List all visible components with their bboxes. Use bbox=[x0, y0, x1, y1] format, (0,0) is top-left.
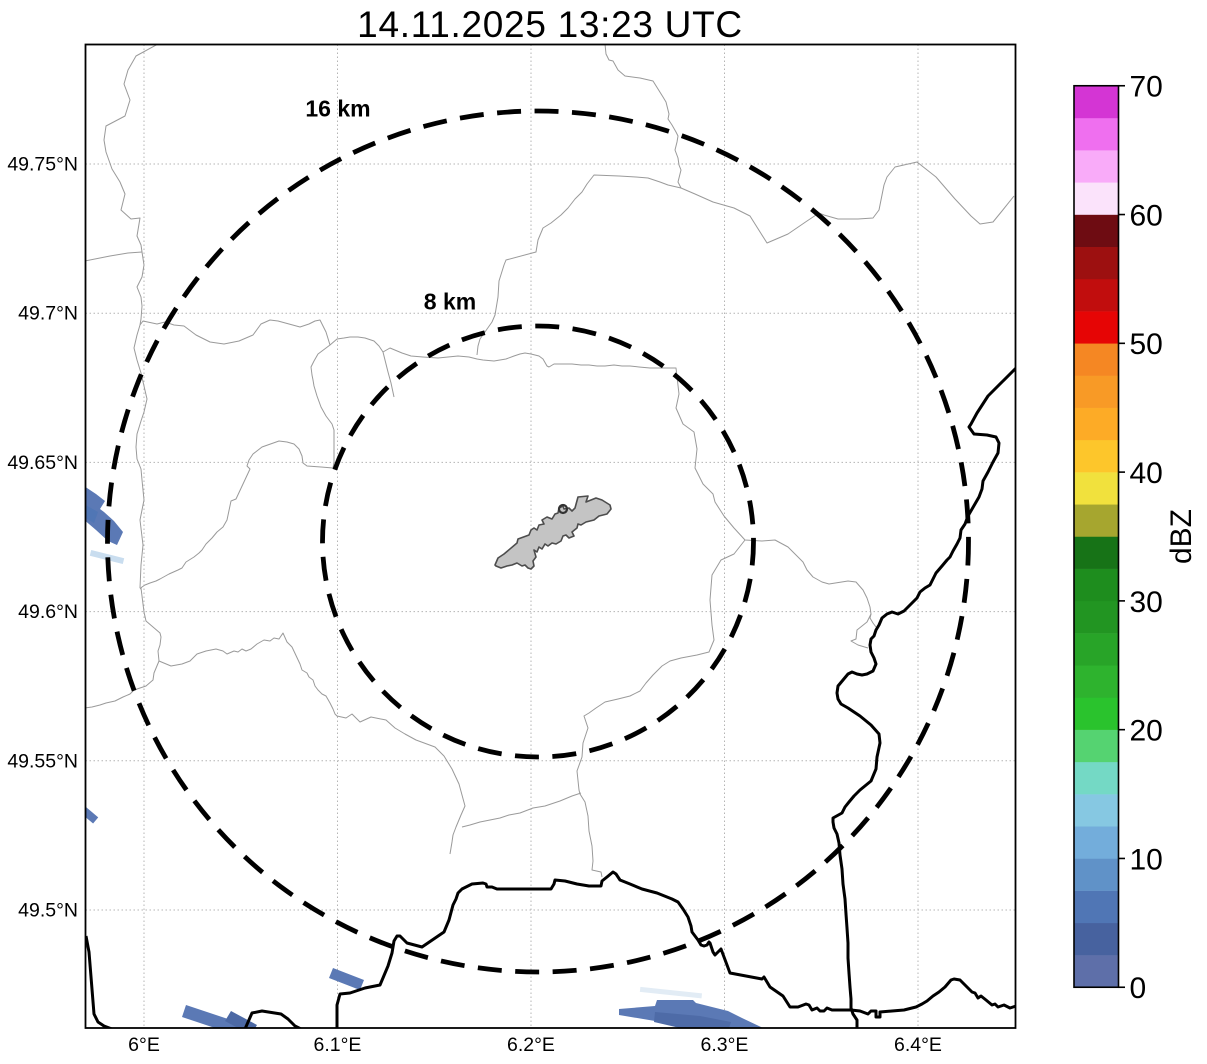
svg-text:30: 30 bbox=[1130, 586, 1163, 619]
svg-text:70: 70 bbox=[1130, 71, 1163, 104]
svg-text:50: 50 bbox=[1130, 328, 1163, 361]
svg-text:6.1°E: 6.1°E bbox=[314, 1034, 362, 1056]
svg-text:16 km: 16 km bbox=[305, 96, 370, 122]
svg-text:49.7°N: 49.7°N bbox=[18, 303, 78, 325]
svg-text:6.2°E: 6.2°E bbox=[507, 1034, 555, 1056]
svg-text:14.11.2025 13:23 UTC: 14.11.2025 13:23 UTC bbox=[357, 4, 743, 45]
svg-text:6.4°E: 6.4°E bbox=[894, 1034, 942, 1056]
svg-text:6.3°E: 6.3°E bbox=[701, 1034, 749, 1056]
svg-text:49.5°N: 49.5°N bbox=[18, 900, 78, 922]
svg-text:8 km: 8 km bbox=[424, 289, 476, 315]
svg-text:49.55°N: 49.55°N bbox=[7, 750, 78, 772]
svg-text:10: 10 bbox=[1130, 843, 1163, 876]
svg-text:60: 60 bbox=[1130, 199, 1163, 232]
svg-text:20: 20 bbox=[1130, 715, 1163, 748]
svg-text:49.6°N: 49.6°N bbox=[18, 601, 78, 623]
svg-text:6°E: 6°E bbox=[128, 1034, 160, 1056]
svg-text:49.75°N: 49.75°N bbox=[7, 154, 78, 176]
svg-text:dBZ: dBZ bbox=[1165, 509, 1198, 564]
svg-text:0: 0 bbox=[1130, 972, 1147, 1005]
svg-text:49.65°N: 49.65°N bbox=[7, 452, 78, 474]
svg-text:40: 40 bbox=[1130, 457, 1163, 490]
